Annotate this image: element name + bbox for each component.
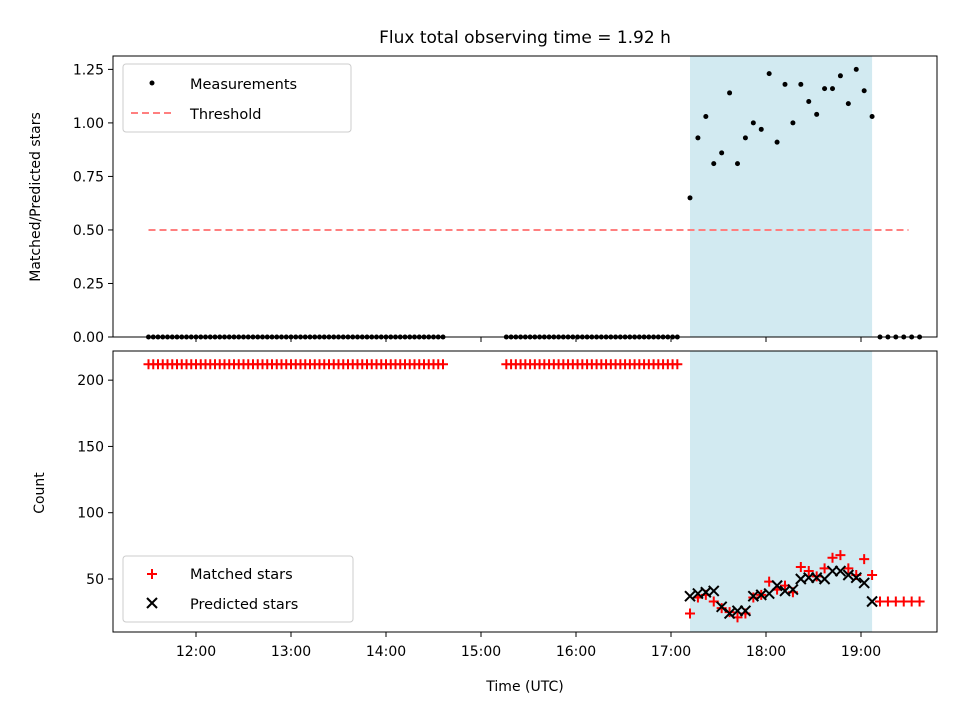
legend-matched-marker [147, 569, 157, 579]
matched-star-point [672, 359, 683, 370]
x-tick-label: 19:00 [841, 644, 881, 660]
bottom-legend-box [122, 555, 354, 623]
measurement-point [703, 113, 709, 119]
predicted-star-point [850, 571, 862, 584]
legend-measurements-label: Measurements [190, 77, 297, 93]
measurement-point [719, 150, 725, 156]
bottom-y-tick-label: 100 [77, 506, 104, 522]
measurement-point [845, 101, 851, 107]
legend-threshold-label: Threshold [189, 107, 261, 123]
legend-measurements-marker [149, 80, 155, 86]
bottom-y-axis-label: Count [32, 472, 48, 514]
measurement-point [830, 86, 835, 92]
x-tick-label: 18:00 [746, 644, 786, 660]
matched-star-point [803, 566, 814, 577]
predicted-star-point [866, 595, 878, 608]
bottom-y-tick-label: 150 [77, 439, 104, 455]
measurement-point [774, 139, 780, 145]
bottom-legend: Matched stars Predicted stars [122, 555, 354, 623]
measurement-point [861, 88, 867, 94]
predicted-star-point [842, 569, 855, 581]
top-y-tick-label: 1.25 [73, 62, 104, 78]
predicted-star-point [708, 585, 720, 597]
top-y-tick-label: 0.75 [73, 169, 104, 185]
measurement-point [742, 135, 748, 141]
predicted-star-point [771, 579, 783, 592]
top-legend: Measurements Threshold [122, 63, 352, 133]
predicted-star-point [787, 583, 799, 596]
bottom-y-tick-label: 200 [77, 373, 104, 389]
measurement-point [687, 195, 693, 201]
top-panel: 0.00 0.25 0.50 0.75 1.00 1.25 Matched/Predict… [28, 55, 938, 346]
measurement-point [727, 90, 733, 96]
predicted-star-point [684, 590, 696, 602]
measurement-point [814, 111, 820, 117]
matched-star-point [795, 562, 806, 573]
measurement-point [806, 98, 812, 104]
predicted-star-point [834, 565, 847, 577]
measurement-point [750, 120, 756, 126]
bottom-panel-frame [112, 350, 938, 633]
top-y-tick-label: 0.50 [73, 223, 104, 239]
matched-star-point [819, 563, 830, 574]
measurement-point [790, 120, 796, 126]
top-y-tick-label: 0.00 [73, 330, 104, 346]
x-tick-label: 14:00 [366, 644, 406, 660]
legend-predicted-label: Predicted stars [190, 597, 298, 613]
x-tick-label: 16:00 [556, 644, 596, 660]
matched-star-point [835, 550, 846, 561]
matched-star-point [685, 608, 695, 619]
measurement-point [869, 113, 875, 119]
legend-matched-label: Matched stars [190, 567, 293, 583]
top-legend-box [122, 63, 352, 133]
x-tick-label: 12:00 [176, 644, 216, 660]
predicted-star-point [723, 607, 736, 620]
bottom-panel: 50 100 150 200 12:00 13:00 14:00 15:00 16:00 17:… [32, 350, 938, 695]
measurement-point [758, 126, 764, 132]
top-y-tick-label: 1.00 [73, 116, 104, 132]
x-tick-label: 15:00 [461, 644, 501, 660]
measurement-point [782, 81, 788, 87]
x-axis-label: Time (UTC) [485, 679, 563, 695]
measurement-point [853, 66, 859, 72]
measurement-point [798, 81, 804, 87]
top-panel-frame [112, 55, 938, 338]
chart-title: Flux total observing time = 1.92 h [379, 28, 671, 48]
predicted-star-point [739, 605, 752, 617]
measurement-point [735, 161, 740, 167]
matched-star-point [914, 596, 925, 607]
matched-star-point [859, 554, 870, 565]
matched-star-point [438, 359, 448, 370]
measurement-point [766, 71, 772, 77]
measurement-point [711, 161, 717, 167]
bottom-y-tick-label: 50 [86, 572, 104, 588]
top-y-axis-label: Matched/Predicted stars [28, 112, 44, 282]
legend-predicted-marker [146, 597, 158, 609]
measurement-point [822, 86, 828, 92]
shaded-window-top [690, 56, 873, 337]
x-tick-label: 17:00 [651, 644, 691, 660]
matched-star-point [867, 570, 878, 581]
top-y-tick-label: 0.25 [73, 276, 104, 292]
predicted-star-point [858, 577, 870, 589]
matched-star-point [827, 552, 838, 563]
matched-star-point [843, 563, 854, 574]
measurement-point [837, 73, 843, 79]
measurement-point [695, 135, 701, 141]
x-tick-label: 13:00 [271, 644, 311, 660]
